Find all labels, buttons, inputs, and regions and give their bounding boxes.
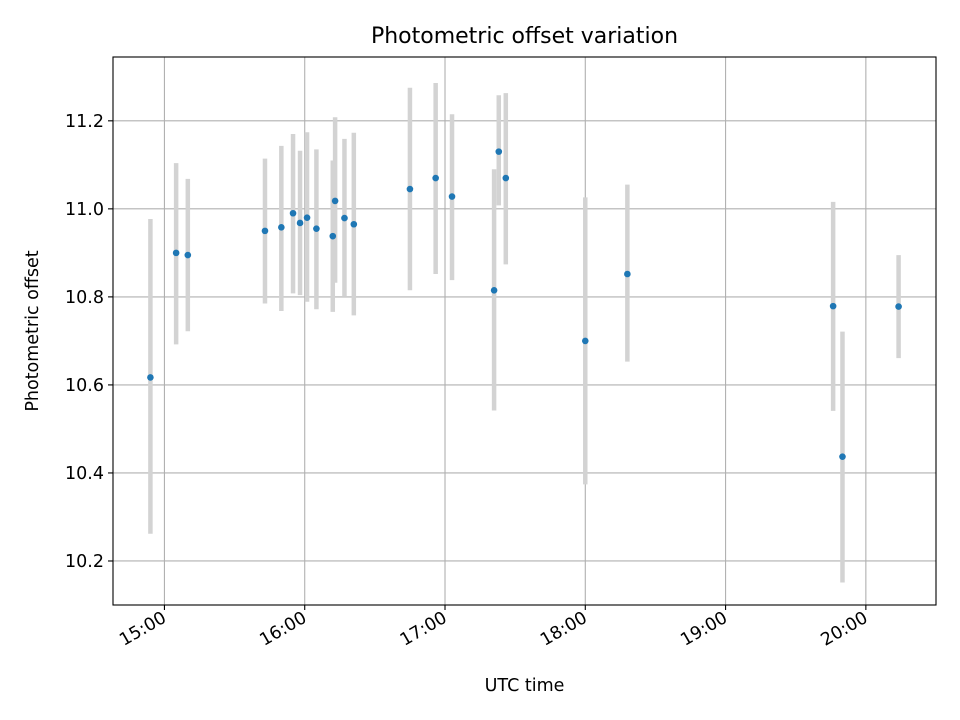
- data-points: [147, 148, 902, 460]
- y-axis-label: Photometric offset: [23, 250, 43, 411]
- data-point: [495, 148, 503, 155]
- data-point: [303, 214, 311, 221]
- x-tick-label: 20:00: [818, 608, 872, 651]
- data-point: [490, 286, 498, 294]
- y-tick-label: 10.4: [65, 464, 104, 484]
- data-point: [350, 220, 358, 228]
- data-point: [261, 227, 269, 235]
- data-point: [624, 270, 631, 278]
- data-point: [313, 225, 320, 232]
- data-point: [289, 209, 297, 217]
- x-tick-label: 15:00: [116, 608, 170, 651]
- axes-frame: [112, 56, 937, 606]
- x-tick-label: 18:00: [537, 608, 591, 651]
- data-point: [432, 174, 439, 182]
- y-axis-ticks: 10.2 10.4 10.6 10.8 11.0 11.2: [65, 112, 113, 572]
- x-axis-label: UTC time: [485, 676, 565, 696]
- y-tick-label: 10.6: [65, 376, 104, 396]
- data-point: [147, 374, 154, 381]
- data-point: [581, 337, 589, 345]
- data-point: [296, 219, 304, 227]
- data-point: [184, 251, 192, 259]
- x-tick-label: 16:00: [257, 608, 311, 651]
- data-point: [406, 185, 414, 193]
- errorbars: [148, 82, 901, 583]
- y-tick-label: 11.0: [65, 200, 104, 220]
- data-point: [895, 303, 902, 310]
- data-point: [502, 174, 510, 182]
- data-point: [448, 193, 456, 200]
- data-point: [839, 453, 846, 460]
- chart-title: Photometric offset variation: [371, 24, 678, 49]
- y-tick-label: 10.8: [65, 288, 104, 308]
- data-point: [329, 232, 337, 240]
- data-point: [331, 197, 339, 205]
- y-tick-label: 10.2: [65, 552, 104, 572]
- data-point: [829, 302, 837, 310]
- data-point: [341, 214, 348, 222]
- x-tick-label: 19:00: [677, 608, 731, 651]
- data-point: [172, 249, 180, 257]
- y-tick-label: 11.2: [65, 112, 104, 132]
- x-tick-label: 17:00: [397, 608, 451, 651]
- x-axis-ticks: 15:00 16:00 17:00 18:00 19:00 20:00: [116, 605, 871, 651]
- grid: [113, 57, 936, 605]
- data-point: [278, 224, 285, 231]
